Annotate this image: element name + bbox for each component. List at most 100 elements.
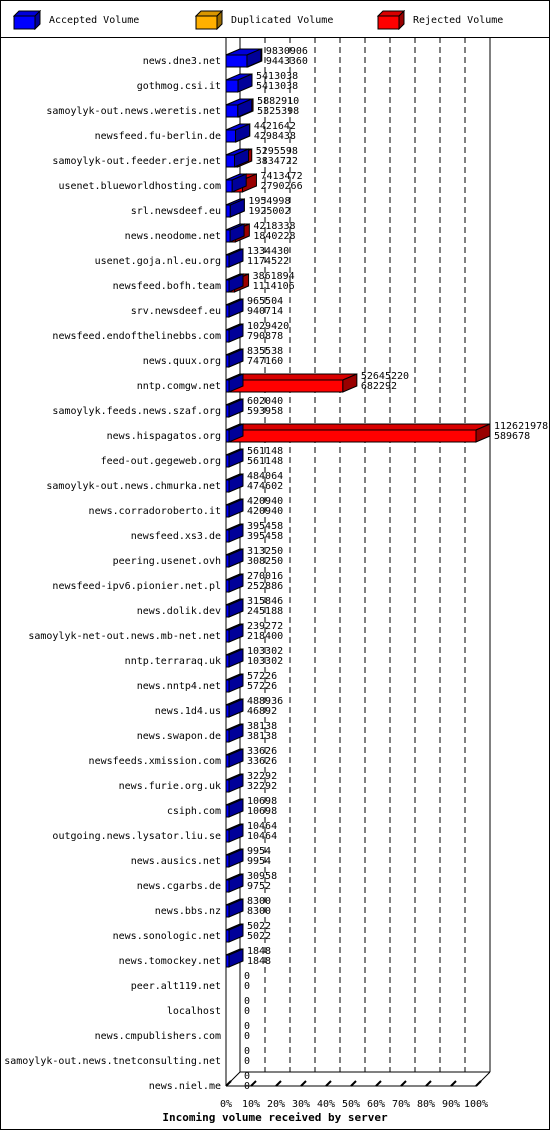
server-label: news.neodome.net [125,231,221,242]
total-value-label: 484064 [247,471,283,482]
total-value-label: 1029420 [247,321,289,332]
x-tick-mark [450,1080,457,1087]
accepted-value-label: 747160 [247,356,283,367]
accepted-value-label: 10464 [247,831,277,842]
total-value-label: 9830906 [266,46,308,57]
total-value-label: 8300 [247,896,271,907]
accepted-value-label: 5413038 [256,81,298,92]
total-value-label: 33626 [247,746,277,757]
server-label: samoylyk-out.feeder.erje.net [52,156,221,167]
total-value-label: 0 [244,1046,250,1057]
server-label: newsfeed.xs3.de [131,531,221,542]
server-label: news.corradoroberto.it [89,506,221,517]
accepted-value-label: 32292 [247,781,277,792]
total-value-label: 5882910 [257,96,299,107]
accepted-bar [225,748,244,768]
server-label: news.1d4.us [155,706,221,717]
accepted-value-label: 420940 [247,506,283,517]
accepted-value-label: 1840228 [253,231,295,242]
x-tick-mark [250,1080,257,1087]
server-label: news.furie.org.uk [119,781,221,792]
server-label: peer.alt119.net [131,981,221,992]
server-label: samoylyk-net-out.news.mb-net.net [28,631,221,642]
accepted-bar [225,373,244,393]
x-tick-label: 80% [417,1099,435,1109]
legend: Accepted Volume Duplicated Volume Reject… [1,1,549,38]
x-tick-mark [425,1080,432,1087]
x-tick-label: 40% [317,1099,335,1109]
accepted-value-label: 1174522 [247,256,289,267]
accepted-bar [225,623,244,643]
accepted-bar [225,48,262,68]
accepted-bar [225,148,250,168]
x-tick-label: 20% [267,1099,285,1109]
legend-item-rejected: Rejected Volume [377,9,503,31]
server-label: peering.usenet.ovh [113,556,221,567]
server-label: news.sonologic.net [113,931,221,942]
server-label: srv.newsdeef.eu [131,306,221,317]
accepted-value-label: 0 [244,1081,250,1092]
server-label: samoylyk.feeds.news.szaf.org [52,406,221,417]
server-label: news.nntp4.net [137,681,221,692]
accepted-bar [225,773,244,793]
total-value-label: 420940 [247,496,283,507]
server-label: nntp.comgw.net [137,381,221,392]
total-value-label: 5295598 [256,146,298,157]
accepted-value-label: 0 [244,1056,250,1067]
accepted-bar [225,273,244,293]
rejected-swatch-icon [377,10,405,30]
accepted-value-label: 8300 [247,906,271,917]
total-value-label: 835538 [247,346,283,357]
accepted-bar [225,848,244,868]
x-tick-label: 10% [242,1099,260,1109]
legend-item-duplicated: Duplicated Volume [195,9,333,31]
rejected-bar [225,423,491,443]
total-value-label: 965504 [247,296,283,307]
total-value-label: 103302 [247,646,283,657]
duplicated-swatch-icon [195,10,223,30]
accepted-value-label: 593958 [247,406,283,417]
accepted-value-label: 682292 [361,381,397,392]
accepted-value-label: 790878 [247,331,283,342]
accepted-value-label: 561148 [247,456,283,467]
total-value-label: 488936 [247,696,283,707]
total-value-label: 395458 [247,521,283,532]
x-axis-title: Incoming volume received by server [162,1111,388,1124]
server-label: newsfeed-ipv6.pionier.net.pl [52,581,221,592]
server-label: news.cgarbs.de [137,881,221,892]
server-label: usenet.blueworldhosting.com [58,181,221,192]
accepted-bar [225,423,244,443]
accepted-value-label: 38138 [247,731,277,742]
accepted-value-label: 5022 [247,931,271,942]
x-tick-mark [275,1080,282,1087]
accepted-value-label: 9954 [247,856,271,867]
server-label: samoylyk-out.news.tnetconsulting.net [4,1056,221,1067]
total-value-label: 1848 [247,946,271,957]
accepted-bar [225,448,244,468]
server-label: newsfeeds.xmission.com [89,756,221,767]
accepted-value-label: 5325398 [257,106,299,117]
accepted-value-label: 1114106 [253,281,295,292]
total-value-label: 0 [244,971,250,982]
accepted-bar [225,173,247,193]
x-tick-label: 50% [342,1099,360,1109]
total-value-label: 10698 [247,796,277,807]
total-value-label: 30958 [247,871,277,882]
accepted-bar [225,398,244,418]
accepted-value-label: 218400 [247,631,283,642]
server-label: newsfeed.bofh.team [113,281,221,292]
total-value-label: 313250 [247,546,283,557]
server-label: usenet.goja.nl.eu.org [95,256,221,267]
accepted-bar [225,248,244,268]
accepted-value-label: 4298438 [254,131,296,142]
server-label: news.hispagatos.org [107,431,221,442]
accepted-bar [225,323,244,343]
total-value-label: 270016 [247,571,283,582]
server-label: news.quux.org [143,356,221,367]
legend-label-duplicated: Duplicated Volume [231,14,334,26]
accepted-bar [225,698,244,718]
total-value-label: 10464 [247,821,277,832]
total-value-label: 57226 [247,671,277,682]
x-tick-label: 70% [392,1099,410,1109]
